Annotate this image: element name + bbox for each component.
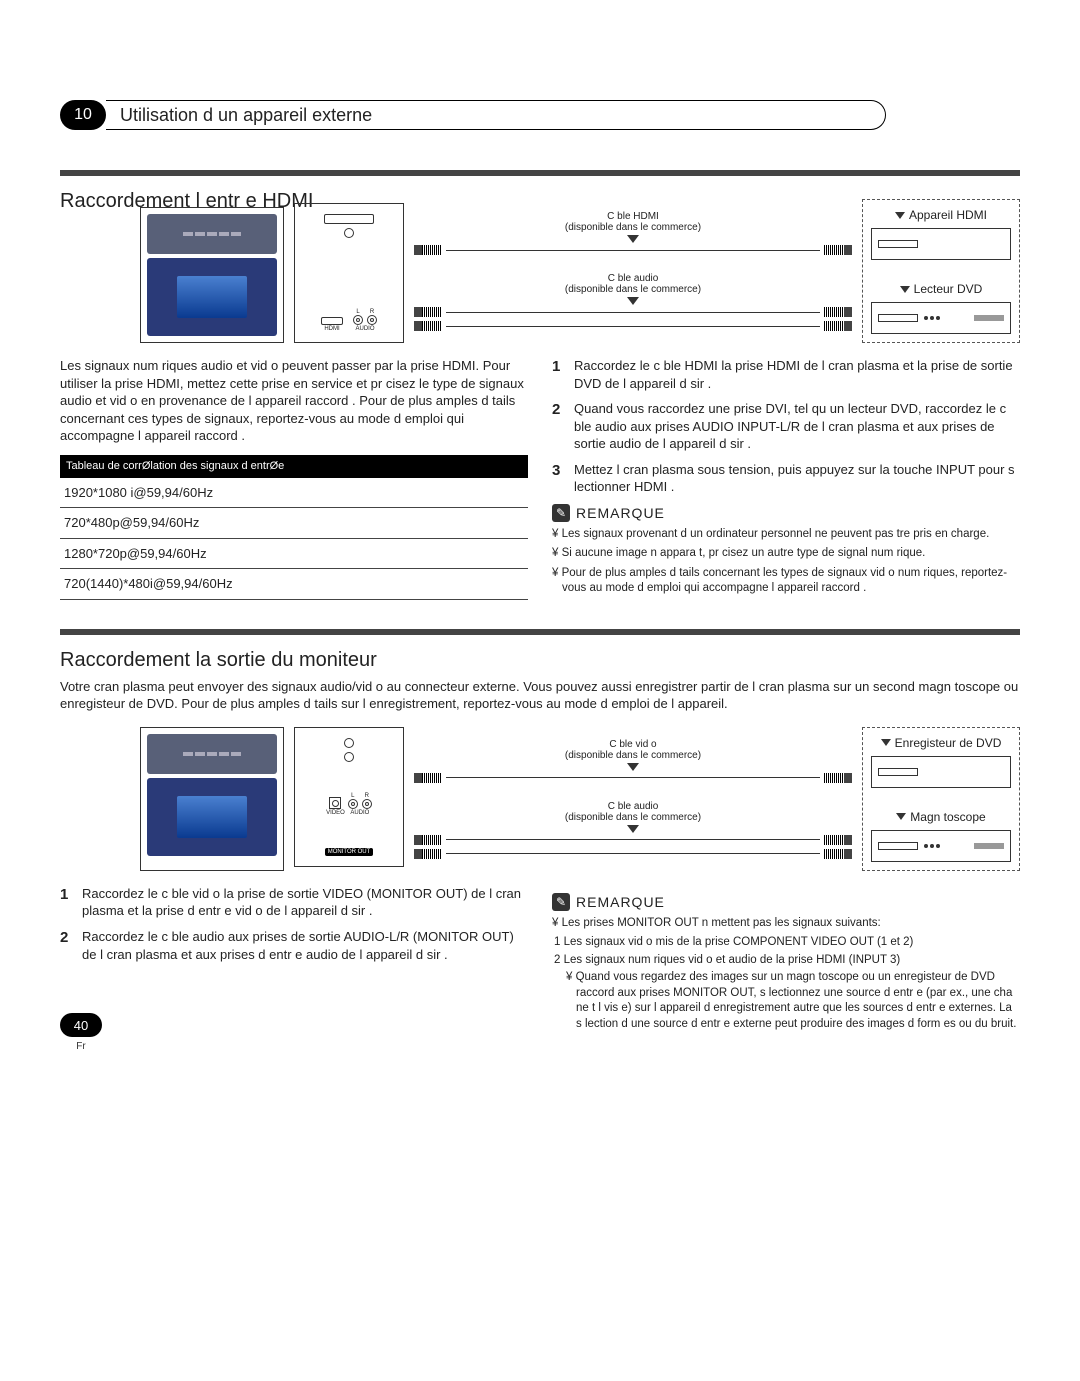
monitor-intro: Votre cran plasma peut envoyer des signa… [60, 678, 1020, 713]
audio-cable-sublabel: (disponible dans le commerce) [414, 284, 852, 295]
hdmi-cable-area: C ble HDMI (disponible dans le commerce)… [414, 199, 852, 343]
port-audio-label: AUDIO [355, 326, 374, 332]
step-text: Quand vous raccordez une prise DVI, tel … [574, 400, 1020, 453]
video-cable-sublabel: (disponible dans le commerce) [414, 750, 852, 761]
hdmi-cable-label: C ble HDMI [414, 211, 852, 222]
chapter-header: 10 Utilisation d un appareil externe [60, 100, 1020, 130]
monitor-cable-area: C ble vid o (disponible dans le commerce… [414, 727, 852, 871]
remarque-title: REMARQUE [576, 893, 665, 912]
monitor-diagram: VIDEO L R AUDIO MONITOR OUT C ble vid o … [60, 727, 1020, 871]
device-hdmi-label: Appareil HDMI [909, 208, 987, 222]
remarque-title: REMARQUE [576, 504, 665, 523]
chapter-number: 10 [60, 100, 106, 130]
page-footer: 40 Fr [60, 1013, 102, 1052]
remarque-item: ¥ Les signaux provenant d un ordinateur … [562, 527, 1020, 543]
signal-row: 720(1440)*480i@59,94/60Hz [60, 569, 528, 600]
step-number: 1 [552, 357, 574, 392]
hdmi-steps: 1Raccordez le c ble HDMI la prise HDMI d… [552, 357, 1020, 496]
hdmi-diagram: HDMI L R AUDIO C ble HDMI (disponible da… [60, 199, 1020, 343]
step-text: Raccordez le c ble HDMI la prise HDMI de… [574, 357, 1020, 392]
audio-cable-label: C ble audio [414, 801, 852, 812]
signal-table: Tableau de corrØlation des signaux d ent… [60, 455, 528, 600]
hdmi-cable-sublabel: (disponible dans le commerce) [414, 222, 852, 233]
signal-table-header: Tableau de corrØlation des signaux d ent… [60, 455, 528, 478]
note-icon: ✎ [552, 893, 570, 911]
hdmi-intro-paragraph: Les signaux num riques audio et vid o pe… [60, 357, 528, 445]
remarque-tail-item: ¥ Quand vous regardez des images sur un … [576, 970, 1020, 1032]
port-audio-label: AUDIO [350, 810, 369, 816]
monitor-steps: 1Raccordez le c ble vid o la prise de so… [60, 885, 528, 963]
signal-row: 1280*720p@59,94/60Hz [60, 539, 528, 570]
monitor-external-devices: Enregisteur de DVD Magn toscope [862, 727, 1020, 871]
device-vcr-label: Magn toscope [910, 810, 985, 824]
device-dvd-label: Lecteur DVD [914, 282, 983, 296]
monitor-remarque-tail: ¥ Quand vous regardez des images sur un … [552, 970, 1020, 1032]
monitor-port-panel: VIDEO L R AUDIO MONITOR OUT [294, 727, 404, 867]
page-number: 40 [60, 1013, 102, 1037]
signal-row: 720*480p@59,94/60Hz [60, 508, 528, 539]
step-text: Mettez l cran plasma sous tension, puis … [574, 461, 1020, 496]
audio-cable-label: C ble audio [414, 273, 852, 284]
remarque-numbered-item: 2 Les signaux num riques vid o et audio … [566, 953, 1020, 969]
monitor-heading: Raccordement la sortie du moniteur [60, 649, 1020, 672]
chapter-title: Utilisation d un appareil externe [106, 100, 886, 130]
step-number: 2 [552, 400, 574, 453]
remarque-lead: ¥ Les prises MONITOR OUT n mettent pas l… [562, 916, 1020, 932]
video-cable-label: C ble vid o [414, 739, 852, 750]
port-monitor-out-label: MONITOR OUT [325, 848, 374, 856]
monitor-remarque-numbered: 1 Les signaux vid o mis de la prise COMP… [552, 935, 1020, 968]
step-text: Raccordez le c ble vid o la prise de sor… [82, 885, 528, 920]
step-number: 2 [60, 928, 82, 963]
remarque-numbered-item: 1 Les signaux vid o mis de la prise COMP… [566, 935, 1020, 951]
monitor-remarque-list: ¥ Les prises MONITOR OUT n mettent pas l… [552, 916, 1020, 932]
port-video-label: VIDEO [326, 810, 345, 816]
audio-cable-sublabel: (disponible dans le commerce) [414, 812, 852, 823]
remarque-item: ¥ Pour de plus amples d tails concernant… [562, 566, 1020, 597]
hdmi-external-devices: Appareil HDMI Lecteur DVD [862, 199, 1020, 343]
hdmi-remarque-list: ¥ Les signaux provenant d un ordinateur … [552, 527, 1020, 597]
section-rule [60, 170, 1020, 176]
signal-row: 1920*1080 i@59,94/60Hz [60, 478, 528, 509]
note-icon: ✎ [552, 504, 570, 522]
section-rule [60, 629, 1020, 635]
step-number: 1 [60, 885, 82, 920]
remarque-item: ¥ Si aucune image n appara t, pr cisez u… [562, 546, 1020, 562]
port-hdmi-label: HDMI [324, 326, 339, 332]
media-receiver-unit [140, 727, 284, 871]
step-text: Raccordez le c ble audio aux prises de s… [82, 928, 528, 963]
page-lang: Fr [76, 1041, 85, 1052]
step-number: 3 [552, 461, 574, 496]
device-dvdrec-label: Enregisteur de DVD [895, 736, 1002, 750]
hdmi-port-panel: HDMI L R AUDIO [294, 203, 404, 343]
media-receiver-unit [140, 207, 284, 343]
